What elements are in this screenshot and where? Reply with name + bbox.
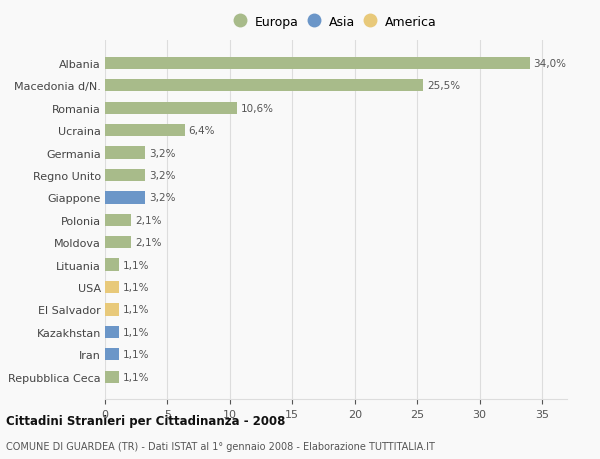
Bar xyxy=(105,304,119,316)
Bar xyxy=(105,214,131,226)
Text: 1,1%: 1,1% xyxy=(122,327,149,337)
Legend: Europa, Asia, America: Europa, Asia, America xyxy=(232,12,440,32)
Bar xyxy=(105,259,119,271)
Text: 6,4%: 6,4% xyxy=(188,126,215,136)
Text: 3,2%: 3,2% xyxy=(149,193,175,203)
Text: 1,1%: 1,1% xyxy=(122,350,149,359)
Text: 1,1%: 1,1% xyxy=(122,260,149,270)
Text: Cittadini Stranieri per Cittadinanza - 2008: Cittadini Stranieri per Cittadinanza - 2… xyxy=(6,414,286,428)
Bar xyxy=(105,236,131,249)
Bar xyxy=(105,102,238,115)
Text: 3,2%: 3,2% xyxy=(149,148,175,158)
Bar xyxy=(105,125,185,137)
Text: 25,5%: 25,5% xyxy=(427,81,460,91)
Bar xyxy=(105,348,119,361)
Text: 2,1%: 2,1% xyxy=(135,238,161,248)
Bar xyxy=(105,80,424,92)
Text: COMUNE DI GUARDEA (TR) - Dati ISTAT al 1° gennaio 2008 - Elaborazione TUTTITALIA: COMUNE DI GUARDEA (TR) - Dati ISTAT al 1… xyxy=(6,441,435,451)
Text: 1,1%: 1,1% xyxy=(122,372,149,382)
Bar xyxy=(105,147,145,159)
Text: 34,0%: 34,0% xyxy=(533,59,566,69)
Bar xyxy=(105,192,145,204)
Bar xyxy=(105,169,145,182)
Text: 1,1%: 1,1% xyxy=(122,282,149,292)
Bar xyxy=(105,326,119,338)
Bar xyxy=(105,57,530,70)
Bar xyxy=(105,371,119,383)
Text: 10,6%: 10,6% xyxy=(241,103,274,113)
Text: 2,1%: 2,1% xyxy=(135,215,161,225)
Bar xyxy=(105,281,119,294)
Text: 3,2%: 3,2% xyxy=(149,171,175,180)
Text: 1,1%: 1,1% xyxy=(122,305,149,315)
